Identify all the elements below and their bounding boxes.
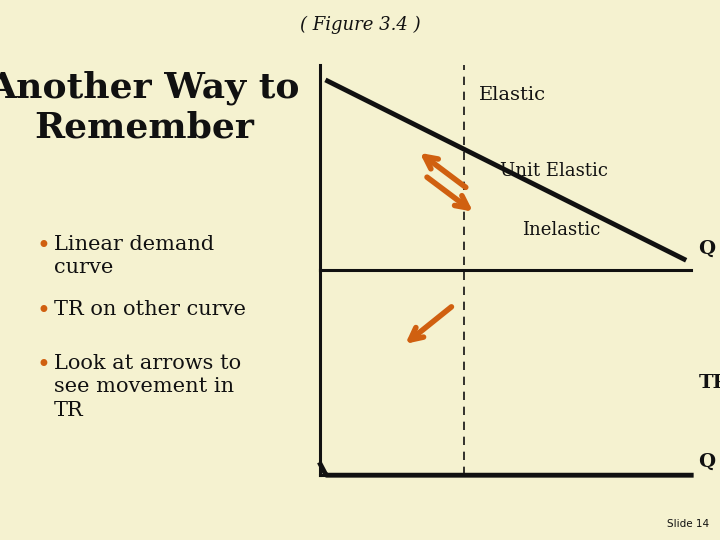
Text: •: • [36,300,50,323]
Text: ( Figure 3.4 ): ( Figure 3.4 ) [300,16,420,35]
Text: •: • [36,235,50,258]
Text: Slide 14: Slide 14 [667,519,709,529]
Text: Another Way to
Remember: Another Way to Remember [0,70,300,144]
Text: Elastic: Elastic [479,86,546,104]
Text: Q: Q [698,453,716,471]
Text: Linear demand
curve: Linear demand curve [54,235,214,278]
Text: Q: Q [698,239,716,258]
Text: Look at arrows to
see movement in
TR: Look at arrows to see movement in TR [54,354,241,420]
Text: Inelastic: Inelastic [522,221,600,239]
Text: Unit Elastic: Unit Elastic [500,162,608,180]
Text: TR on other curve: TR on other curve [54,300,246,319]
Text: TR: TR [698,374,720,393]
Text: •: • [36,354,50,377]
